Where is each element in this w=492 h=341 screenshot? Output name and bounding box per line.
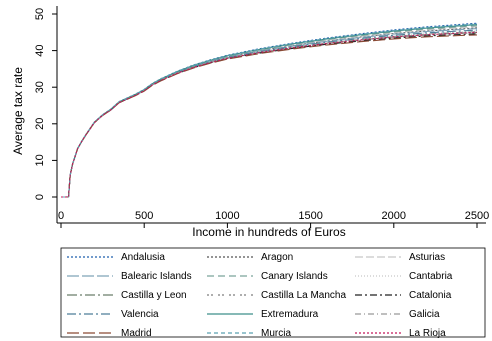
y-tick-label: 50 xyxy=(34,8,46,20)
series-line-14 xyxy=(61,31,478,198)
series-line-9 xyxy=(61,29,478,198)
legend-label-1: Aragon xyxy=(261,252,293,263)
x-tick-label: 500 xyxy=(135,210,153,222)
x-tick-label: 2500 xyxy=(465,210,489,222)
legend-label-10: Extremadura xyxy=(261,309,319,320)
legend: Andalusia Aragon Asturias Balearic Islands C… xyxy=(60,247,486,339)
y-tick-label: 10 xyxy=(34,154,46,166)
legend-label-0: Andalusia xyxy=(121,252,165,263)
series-line-7 xyxy=(61,32,478,198)
legend-label-4: Canary Islands xyxy=(261,271,328,282)
legend-label-3: Balearic Islands xyxy=(121,271,192,282)
x-tick-label: 0 xyxy=(58,210,64,222)
legend-label-2: Asturias xyxy=(409,252,445,263)
legend-label-5: Cantabria xyxy=(409,271,453,282)
x-tick-label: 1000 xyxy=(215,210,239,222)
legend-label-8: Catalonia xyxy=(409,290,452,301)
legend-label-9: Valencia xyxy=(121,309,159,320)
legend-box xyxy=(60,247,486,338)
series-lines xyxy=(61,22,478,198)
series-line-11 xyxy=(61,31,478,198)
y-tick-label: 0 xyxy=(34,194,46,200)
plot-area: 0 10 20 30 40 50 0 500 1000 1500 2000 2500 Average… xyxy=(11,6,489,239)
legend-label-7: Castilla La Mancha xyxy=(261,290,346,301)
series-line-8 xyxy=(61,33,478,198)
series-line-3 xyxy=(61,28,478,198)
y-tick-group: 0 10 20 30 40 50 xyxy=(34,8,57,200)
series-line-1 xyxy=(61,27,478,198)
legend-label-12: Madrid xyxy=(121,328,152,339)
x-axis-label: Income in hundreds of Euros xyxy=(192,225,345,239)
series-line-5 xyxy=(61,30,478,198)
x-tick-label: 1500 xyxy=(298,210,322,222)
y-tick-label: 40 xyxy=(34,44,46,56)
x-tick-group: 0 500 1000 1500 2000 2500 xyxy=(58,210,489,228)
y-tick-label: 20 xyxy=(34,118,46,130)
legend-label-11: Galicia xyxy=(409,309,440,320)
y-tick-label: 30 xyxy=(34,81,46,93)
series-line-6 xyxy=(61,31,478,198)
legend-label-14: La Rioja xyxy=(409,328,446,339)
legend-entries: Andalusia Aragon Asturias Balearic Islands C… xyxy=(67,252,453,339)
legend-label-6: Castilla y Leon xyxy=(121,290,187,301)
x-tick-label: 2000 xyxy=(382,210,406,222)
legend-label-13: Murcia xyxy=(261,328,291,339)
y-axis-label: Average tax rate xyxy=(11,67,25,155)
series-line-12 xyxy=(61,34,478,198)
series-line-13 xyxy=(61,23,478,198)
